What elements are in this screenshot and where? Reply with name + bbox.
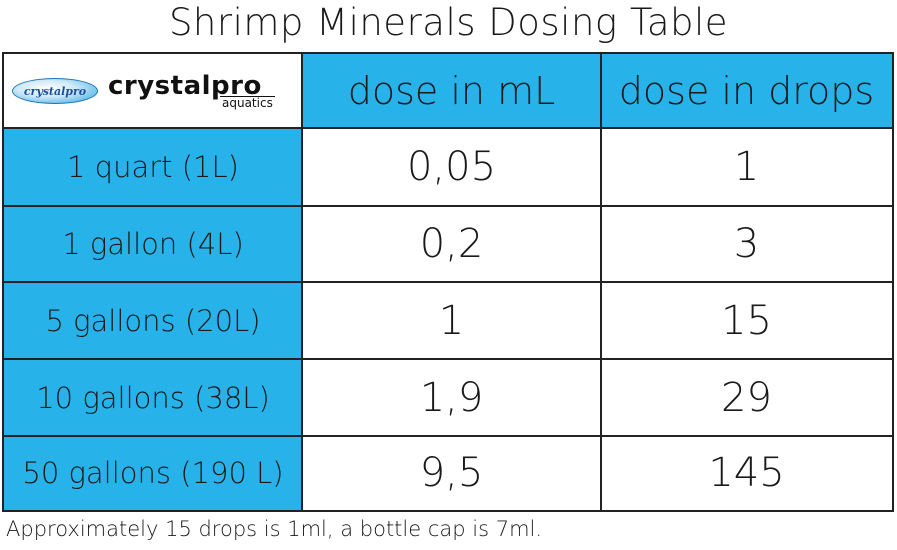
row-ml-value: 0,2	[302, 206, 601, 282]
row-ml-value: 1,9	[302, 359, 601, 436]
row-volume-label: 1 gallon (4L)	[4, 206, 302, 282]
row-volume-label: 5 gallons (20L)	[4, 282, 302, 359]
row-volume-label: 10 gallons (38L)	[4, 359, 302, 436]
row-ml-value: 0,05	[302, 128, 601, 206]
crystalpro-badge-logo: crystalpro	[12, 78, 98, 104]
row-drops-value: 15	[601, 282, 892, 359]
dosing-table: crystalpro crystalpro aquatics dose in m…	[2, 52, 894, 512]
row-drops-value: 29	[601, 359, 892, 436]
row-ml-value: 9,5	[302, 436, 601, 510]
brand-logo: crystalpro aquatics	[108, 71, 288, 111]
row-volume-label: 1 quart (1L)	[4, 128, 302, 206]
header-dose-drops: dose in drops	[601, 54, 892, 128]
footnote: Approximately 15 drops is 1ml, a bottle …	[6, 517, 543, 541]
row-drops-value: 145	[601, 436, 892, 510]
page-title: Shrimp Minerals Dosing Table	[168, 1, 729, 44]
brand-subtitle: aquatics	[220, 96, 275, 110]
row-divider	[4, 205, 892, 207]
header-dose-ml: dose in mL	[302, 54, 601, 128]
row-divider	[4, 127, 892, 129]
row-drops-value: 3	[601, 206, 892, 282]
row-divider	[4, 281, 892, 283]
row-drops-value: 1	[601, 128, 892, 206]
row-divider	[4, 358, 892, 360]
logo-cell: crystalpro crystalpro aquatics	[4, 54, 302, 128]
row-divider	[4, 435, 892, 437]
row-ml-value: 1	[302, 282, 601, 359]
row-volume-label: 50 gallons (190 L)	[4, 436, 302, 510]
